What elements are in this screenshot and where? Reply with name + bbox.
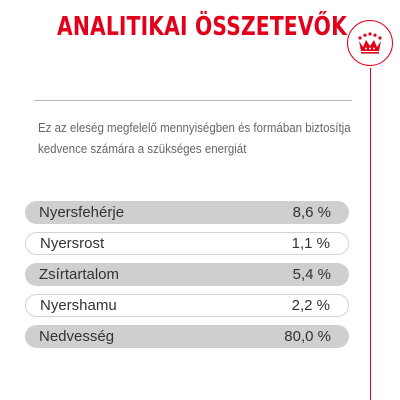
crown-icon xyxy=(358,32,382,54)
nutrient-value: 8,6 % xyxy=(292,204,331,221)
table-row: Nyersrost 1,1 % xyxy=(25,232,349,255)
nutrient-label: Zsírtartalom xyxy=(39,266,120,283)
table-row: Nedvesség 80,0 % xyxy=(25,325,349,348)
nutrient-label: Nyersfehérje xyxy=(39,204,125,221)
brand-badge xyxy=(347,20,393,66)
nutrient-label: Nedvesség xyxy=(39,328,115,345)
nutrient-label: Nyersrost xyxy=(40,235,105,252)
nutrient-value: 80,0 % xyxy=(284,328,331,345)
description-line-1: Ez az eleség megfelelő mennyiségben és f… xyxy=(38,121,351,135)
accent-vertical-line xyxy=(370,68,371,400)
nutrient-value: 2,2 % xyxy=(291,297,330,314)
table-row: Nyersfehérje 8,6 % xyxy=(25,201,349,224)
table-row: Nyershamu 2,2 % xyxy=(25,294,349,317)
table-row: Zsírtartalom 5,4 % xyxy=(25,263,349,286)
product-description: Ez az eleség megfelelő mennyiségben és f… xyxy=(38,118,351,160)
description-line-2: kedvence számára a szükséges energiát xyxy=(38,142,247,156)
nutrient-value: 1,1 % xyxy=(291,235,330,252)
nutrient-value: 5,4 % xyxy=(292,266,331,283)
header-divider xyxy=(34,100,352,101)
page-title: ANALITIKAI ÖSSZETEVŐK xyxy=(57,12,347,42)
nutrient-label: Nyershamu xyxy=(40,297,117,314)
